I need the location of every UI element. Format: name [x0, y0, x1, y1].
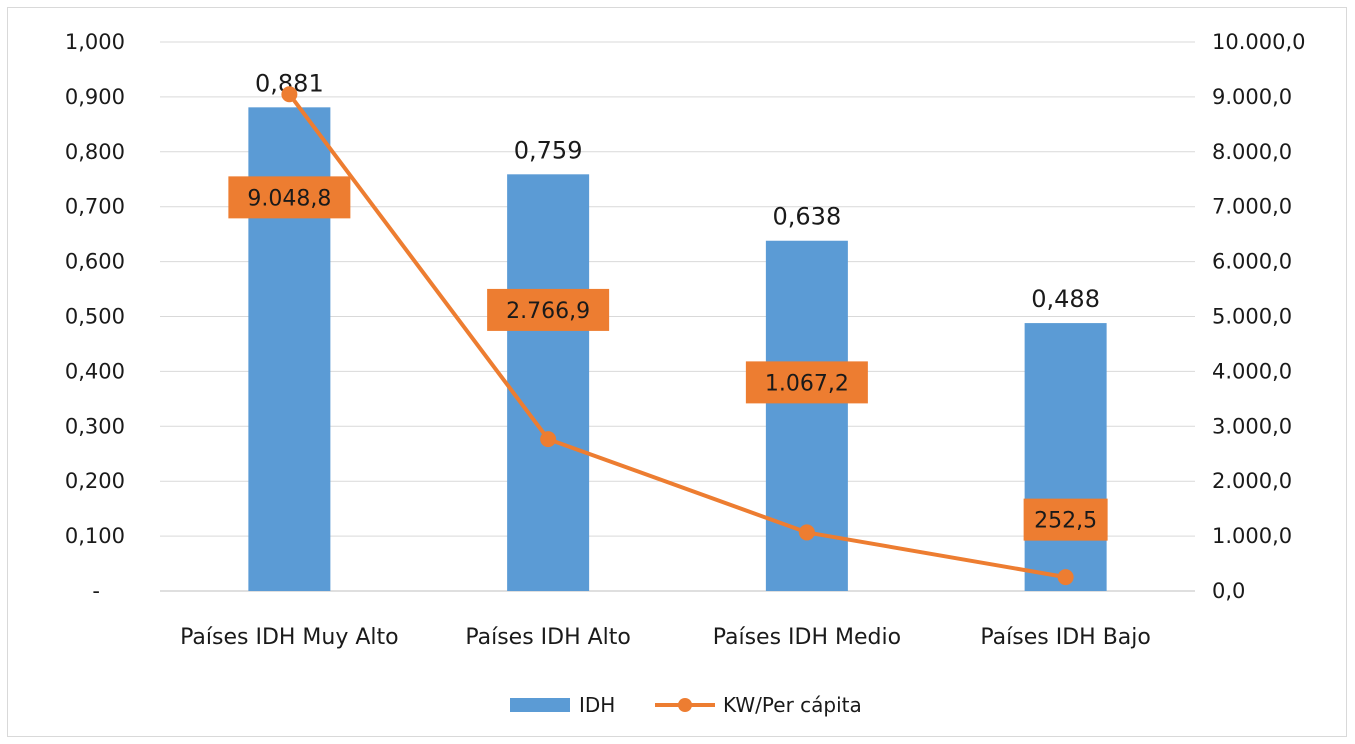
legend-label-idh: IDH	[579, 693, 615, 717]
line-data-label: 1.067,2	[765, 371, 849, 396]
right-tick-label: 4.000,0	[1212, 359, 1292, 383]
left-tick-label: 0,700	[65, 195, 125, 219]
category-label: Países IDH Alto	[465, 625, 631, 650]
bar-data-label: 0,638	[773, 203, 842, 231]
line-data-label: 252,5	[1034, 509, 1097, 534]
line-point	[798, 524, 815, 541]
legend-label-kw: KW/Per cápita	[723, 693, 862, 717]
category-label: Países IDH Bajo	[980, 625, 1150, 650]
bar-data-label: 0,488	[1031, 285, 1100, 313]
line-point	[540, 431, 557, 448]
right-tick-label: 10.000,0	[1212, 30, 1306, 54]
chart-frame	[7, 7, 1347, 737]
legend-swatch-idh	[510, 698, 570, 712]
left-tick-label: -	[92, 579, 100, 603]
left-tick-label: 0,900	[65, 85, 125, 109]
right-tick-label: 2.000,0	[1212, 469, 1292, 493]
line-data-label-box	[228, 176, 351, 219]
bar-data-label: 0,759	[514, 136, 583, 164]
left-tick-label: 0,300	[65, 414, 125, 438]
left-tick-label: 0,800	[65, 140, 125, 164]
line-data-label: 2.766,9	[506, 299, 590, 324]
line-data-label-box	[487, 288, 610, 331]
line-data-label: 9.048,8	[247, 186, 331, 211]
line-series-kw-per-capita: 9.048,8 2.766,9 1.067,2 252,5	[228, 86, 1108, 586]
left-tick-label: 0,400	[65, 359, 125, 383]
legend: IDH KW/Per cápita	[510, 693, 862, 717]
line-data-label-box	[745, 361, 868, 404]
left-tick-label: 1,000	[65, 30, 125, 54]
category-label: Países IDH Muy Alto	[180, 625, 398, 650]
right-tick-label: 9.000,0	[1212, 85, 1292, 109]
right-tick-label: 0,0	[1212, 579, 1245, 603]
line-point	[1057, 569, 1074, 586]
left-tick-label: 0,500	[65, 305, 125, 329]
right-tick-label: 1.000,0	[1212, 524, 1292, 548]
left-tick-label: 0,200	[65, 469, 125, 493]
series-line	[287, 93, 1066, 580]
right-axis: 0,0 1.000,0 2.000,0 3.000,0 4.000,0 5.000,0 6.…	[1212, 30, 1306, 603]
left-axis: - 0,100 0,200 0,300 0,400 0,500 0,600 0,700 0,80…	[65, 30, 125, 603]
left-tick-label: 0,600	[65, 250, 125, 274]
right-tick-label: 5.000,0	[1212, 305, 1292, 329]
bar	[507, 174, 590, 591]
legend-swatch-marker	[678, 698, 692, 712]
right-tick-label: 3.000,0	[1212, 414, 1292, 438]
right-tick-label: 8.000,0	[1212, 140, 1292, 164]
left-tick-label: 0,100	[65, 524, 125, 548]
category-axis: Países IDH Muy Alto Países IDH Alto Países…	[180, 625, 1151, 650]
line-data-label-box	[1023, 498, 1108, 541]
bar	[1024, 323, 1107, 591]
right-tick-label: 7.000,0	[1212, 195, 1292, 219]
category-label: Países IDH Medio	[713, 625, 901, 650]
line-point	[281, 86, 298, 103]
right-tick-label: 6.000,0	[1212, 250, 1292, 274]
